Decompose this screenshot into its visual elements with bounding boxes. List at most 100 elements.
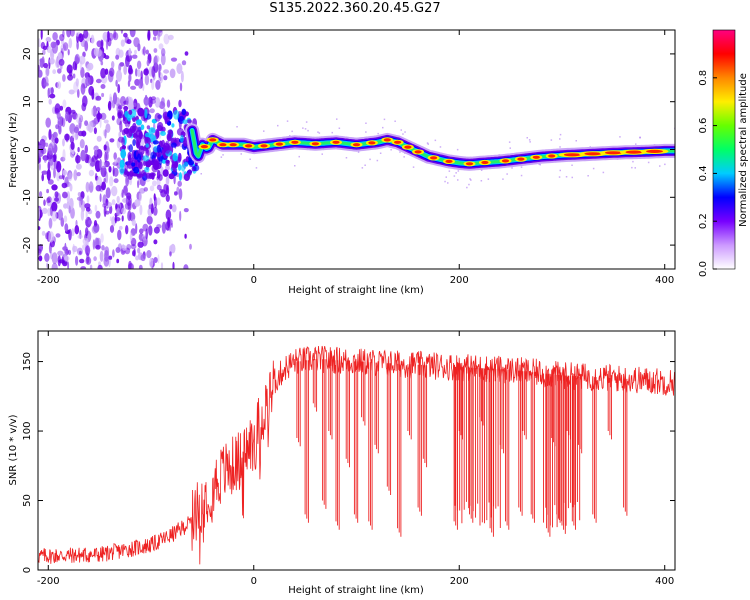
spectrum-blob: [109, 67, 115, 77]
spectrum-blob: [137, 180, 140, 189]
spectrum-blob: [169, 204, 173, 210]
spectrum-speck: [559, 133, 562, 136]
ridge-peak-core: [219, 143, 227, 147]
spectrum-speck: [470, 179, 472, 181]
spectrum-blob: [69, 123, 76, 135]
ridge-peak-core: [625, 150, 643, 154]
spectrum-blob: [155, 80, 161, 90]
snr-panel: -200 0 200 400 0 50 100 150 Height of straight …: [8, 330, 676, 596]
spectrum-blob: [183, 173, 190, 182]
spectrum-blob: [160, 262, 164, 269]
spectrum-blob: [66, 30, 71, 38]
spectrum-blob: [118, 131, 121, 138]
spectrum-speck: [659, 165, 661, 167]
spectrum-speck: [550, 139, 553, 141]
spectrum-blob: [94, 149, 98, 157]
spectrum-blob: [54, 137, 59, 144]
spectrum-blob: [105, 198, 109, 207]
spectrum-blob: [160, 53, 166, 66]
spectrum-blob: [176, 63, 183, 75]
spectrum-blob: [121, 207, 127, 215]
spectrum-blob: [100, 39, 104, 50]
spectrum-blob: [68, 228, 72, 241]
spectrum-blob: [62, 191, 68, 199]
spectrum-blob: [100, 161, 106, 169]
spectrum-speck: [457, 170, 460, 172]
colorbar-tick-label: 0.0: [698, 261, 709, 277]
spectrum-blob: [112, 32, 119, 41]
spectrum-blob: [169, 251, 172, 257]
snr-series: [38, 345, 675, 565]
ytick-label: 10: [22, 95, 33, 108]
spectrum-blob: [160, 131, 166, 136]
spectrum-blob: [123, 64, 128, 76]
spectrum-blob: [79, 60, 83, 71]
snr-frame: [37, 330, 676, 571]
spectrum-blob: [183, 264, 189, 269]
spectrum-blob: [121, 189, 124, 198]
spectrum-blob: [178, 172, 182, 181]
spectrum-blob: [76, 172, 81, 177]
spectrum-blob: [138, 145, 145, 156]
spectrum-blob: [87, 62, 94, 71]
spectrum-blob: [119, 225, 123, 230]
ytick-label: 50: [22, 494, 33, 507]
spectrum-blob: [123, 169, 129, 175]
spectrum-blob: [153, 193, 156, 201]
spectrum-blob: [95, 95, 102, 101]
ridge-peak-core: [430, 156, 438, 160]
spectrum-blob: [161, 126, 166, 132]
spectrum-blob: [193, 164, 200, 172]
spectrum-blob: [76, 196, 84, 201]
spectrum-speck: [559, 146, 561, 148]
spectrum-speck: [305, 121, 308, 123]
spectrum-blob: [153, 55, 158, 67]
spectrum-blob: [186, 119, 192, 124]
spectrum-blob: [142, 46, 146, 56]
spectrum-blob: [42, 45, 48, 51]
spectrum-speck: [331, 131, 333, 134]
spectrum-blob: [61, 256, 65, 264]
spectrum-speck: [361, 167, 364, 169]
spectrum-blob: [165, 160, 170, 166]
spectrum-blob: [130, 157, 134, 163]
spectrum-speck: [321, 153, 323, 155]
spectrum-blob: [111, 99, 116, 109]
spectrum-blob: [80, 83, 86, 95]
spectrum-blob: [118, 63, 122, 72]
spectrum-blob: [88, 181, 94, 193]
spectrum-blob: [103, 177, 107, 183]
spectrum-blob: [146, 215, 153, 225]
spectrum-blob: [100, 60, 104, 66]
ridge-peak-core: [414, 150, 422, 154]
spectrum-blob: [119, 165, 125, 175]
spectrum-blob: [93, 127, 97, 135]
spectrum-blob: [144, 137, 151, 145]
spectrum-speck: [403, 156, 405, 158]
spectrum-blob: [181, 108, 187, 116]
spectrum-blob: [140, 124, 145, 130]
ridge-peak-core: [501, 159, 510, 163]
spectrum-blob: [153, 48, 158, 53]
spectrum-blob: [76, 247, 83, 256]
spectrum-speck: [456, 148, 459, 151]
spectrum-blob: [75, 113, 82, 124]
spectrum-blob: [41, 230, 46, 236]
ridge-peak-core: [465, 162, 474, 166]
spectrum-blob: [165, 116, 170, 123]
spectrum-blob: [68, 89, 75, 95]
spectrum-blob: [77, 147, 80, 153]
spectrum-blob: [162, 169, 169, 177]
spectrum-speck: [602, 171, 605, 174]
spectrum-blob: [139, 228, 144, 234]
spectrum-blob: [178, 188, 183, 201]
spectrum-speck: [294, 165, 296, 167]
spectrum-blob: [189, 243, 192, 250]
spectrum-blob: [123, 185, 128, 196]
spectrum-blob: [95, 244, 101, 250]
ridge-peak-core: [563, 153, 581, 157]
spectrum-speck: [469, 178, 471, 180]
ridge-peak-core: [352, 143, 361, 147]
spectrum-speck: [455, 172, 457, 174]
spectrum-blob: [102, 203, 107, 208]
